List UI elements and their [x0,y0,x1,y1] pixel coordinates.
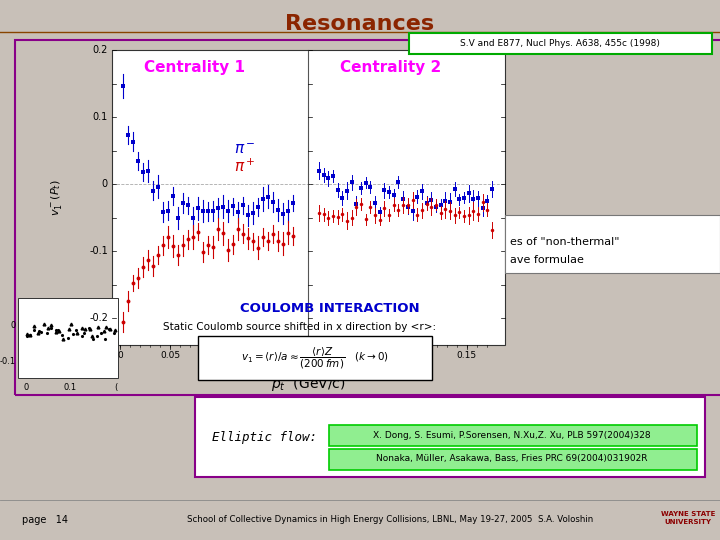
Text: X. Dong, S. Esumi, P.Sorensen, N.Xu,Z. Xu, PLB 597(2004)328: X. Dong, S. Esumi, P.Sorensen, N.Xu,Z. X… [373,430,651,440]
Text: es of "non-thermal": es of "non-thermal" [510,237,619,247]
Text: (: ( [114,383,117,392]
Bar [15,40,720,395]
Text: 0: 0 [117,351,123,360]
Text: $v_1^-(P_t)$: $v_1^-(P_t)$ [50,179,65,216]
Text: School of Collective Dynamics in High Energy Collisions, LBNL, May 19-27, 2005  : School of Collective Dynamics in High En… [187,516,593,524]
Text: -0.2: -0.2 [89,313,108,323]
FancyBboxPatch shape [328,449,696,469]
Text: Centrality 1: Centrality 1 [144,60,245,75]
Text: 0.1: 0.1 [63,383,76,392]
Text: 0: 0 [313,351,319,360]
Text: Elliptic flow:: Elliptic flow: [212,430,318,443]
Text: $v_1 = \langle r\rangle/a \approx \dfrac{\langle r\rangle Z}{(200\,fm)}\quad (k\: $v_1 = \langle r\rangle/a \approx \dfrac… [241,346,389,370]
Text: 0.15: 0.15 [261,351,281,360]
Bar [195,397,705,477]
Text: 0.2: 0.2 [93,45,108,55]
Text: $p_t$  (GeV/c): $p_t$ (GeV/c) [271,375,346,393]
Text: Static Coulomb source shifted in x direction by <r>:: Static Coulomb source shifted in x direc… [163,322,436,332]
Text: page   14: page 14 [22,515,68,525]
Text: S.V and E877, Nucl Phys. A638, 455c (1998): S.V and E877, Nucl Phys. A638, 455c (199… [460,38,660,48]
Text: Nonaka, Müller, Asakawa, Bass, Fries PRC 69(2004)031902R: Nonaka, Müller, Asakawa, Bass, Fries PRC… [377,455,648,463]
Text: 0: 0 [11,321,16,330]
Text: Centrality 2: Centrality 2 [340,60,441,75]
Text: -0.1: -0.1 [89,246,108,256]
Text: COULOMB INTERACTION: COULOMB INTERACTION [240,301,420,314]
Text: 0.05: 0.05 [356,351,377,360]
Text: 0: 0 [102,179,108,189]
FancyBboxPatch shape [408,32,711,53]
Text: $\pi^-$: $\pi^-$ [233,141,256,157]
Text: ave formulae: ave formulae [510,255,584,265]
Text: 0.1: 0.1 [410,351,424,360]
Text: 0.15: 0.15 [456,351,477,360]
Bar [112,50,505,345]
FancyBboxPatch shape [198,336,432,380]
Text: -0.1: -0.1 [0,357,16,367]
Bar [505,215,720,273]
FancyBboxPatch shape [328,424,696,445]
Text: 0.1: 0.1 [93,112,108,122]
Bar [18,298,118,378]
Text: 0: 0 [23,383,29,392]
Text: Resonances: Resonances [285,14,435,34]
Text: WAYNE STATE
UNIVERSITY: WAYNE STATE UNIVERSITY [661,511,715,524]
Text: 0.1: 0.1 [213,351,228,360]
Text: 0.05: 0.05 [161,351,180,360]
Text: $\pi^+$: $\pi^+$ [233,158,256,175]
